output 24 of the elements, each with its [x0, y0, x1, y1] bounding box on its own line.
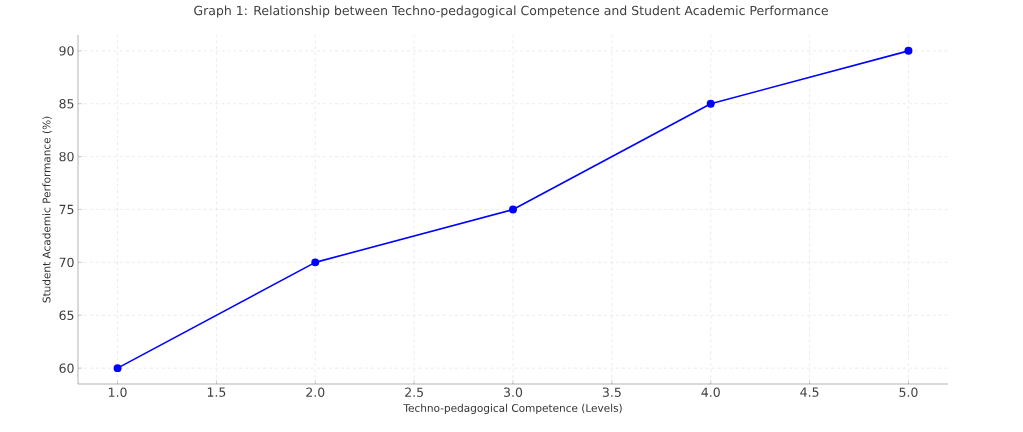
point — [509, 205, 517, 214]
x-tick-label: 5.0 — [899, 387, 918, 397]
x-axis-title: Techno-pedagogical Competence (Levels) — [403, 403, 622, 414]
y-tick-label: 80 — [59, 151, 74, 162]
x-tick-label: 1.0 — [108, 387, 127, 397]
x-tick-label: 1.5 — [207, 387, 226, 397]
y-tick-label: 75 — [59, 204, 74, 215]
x-tick-label: 4.5 — [800, 387, 819, 397]
chart-title: Graph 1: Relationship between Techno-pedagogical Competence and Student Academic Performance — [194, 5, 828, 18]
x-tick-label: 2.0 — [306, 387, 325, 397]
y-tick-label: 65 — [59, 310, 74, 320]
point — [113, 364, 122, 373]
point — [311, 258, 320, 267]
y-tick-label: 85 — [59, 99, 74, 109]
x-tick-label: 3.5 — [602, 387, 621, 397]
y-tick-label: 70 — [59, 257, 74, 268]
y-tick-label: 90 — [59, 46, 74, 56]
point — [706, 99, 715, 108]
point — [904, 46, 913, 55]
y-tick-label: 60 — [59, 363, 74, 373]
x-tick-label: 4.0 — [701, 387, 720, 397]
x-tick-label: 3.0 — [504, 387, 523, 397]
y-axis-title: Student Academic Performance (%) — [42, 116, 52, 303]
x-tick-label: 2.5 — [405, 387, 423, 397]
